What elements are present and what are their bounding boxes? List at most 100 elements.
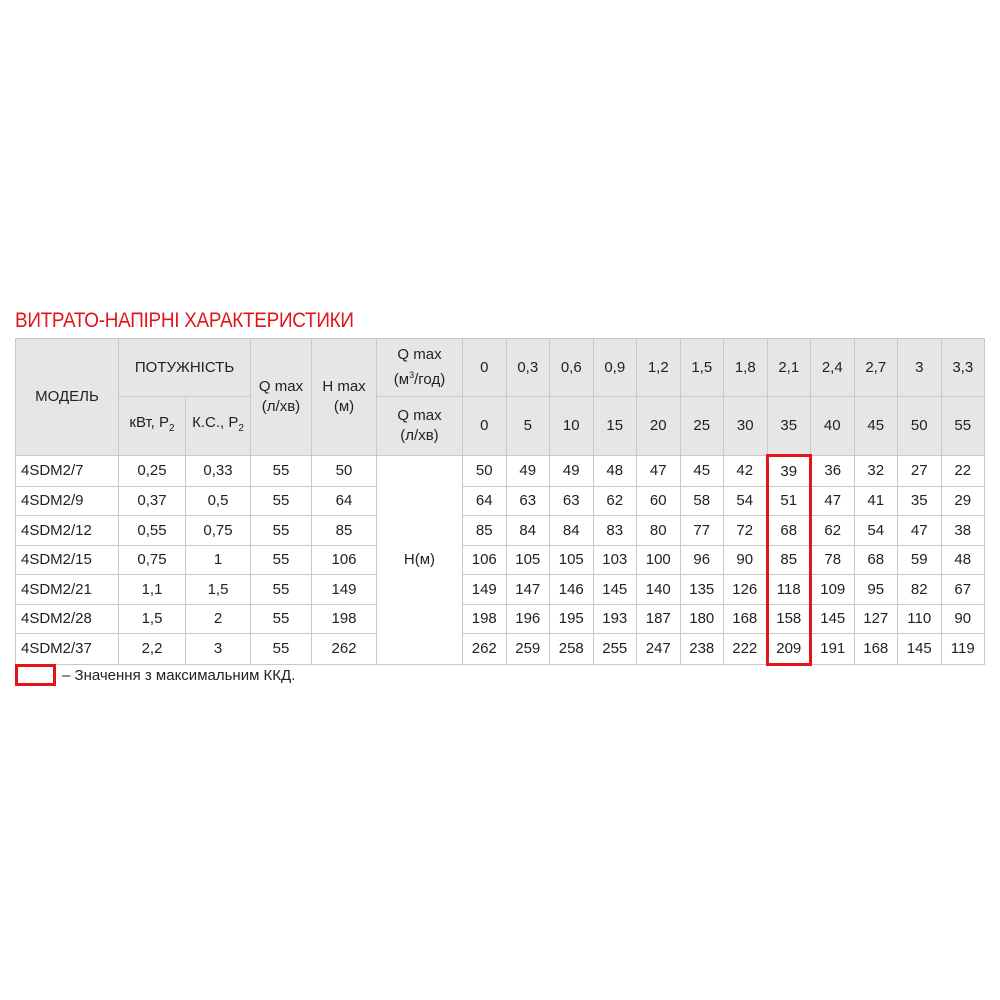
table-row: 4SDM2/9 0,37 0,5 55 64 64 63 63 62 60 58 54 51 47 41 35… (15, 485, 985, 516)
flow-lmin-cell: 20 (636, 396, 681, 456)
qmax-cell: 55 (250, 603, 312, 634)
head-value-cell: 118 (765, 574, 812, 605)
header-power: ПОТУЖНІСТЬ (118, 338, 251, 397)
hmax-cell: 106 (311, 544, 377, 575)
head-value-cell: 149 (462, 574, 507, 605)
flow-m3h-cell: 1,5 (679, 338, 724, 397)
flow-lmin-cell: 5 (505, 396, 550, 456)
flow-lmin-cell: 40 (810, 396, 855, 456)
qmax-cell: 55 (250, 544, 312, 575)
head-value-cell: 247 (636, 633, 681, 665)
head-value-cell: 83 (592, 515, 637, 546)
flow-lmin-cell: 50 (897, 396, 942, 456)
header-row-lmin: кВт, P2 К.С., P2 Q max (л/хв) 0 5 10 15 20 25 3… (16, 396, 985, 456)
head-value-cell: 258 (549, 633, 594, 665)
table-row: 4SDM2/12 0,55 0,75 55 85 85 84 84 83 80 77 72 68 62 54… (15, 515, 985, 546)
model-cell: 4SDM2/12 (15, 515, 119, 546)
hmax-cell: 262 (311, 633, 377, 665)
head-value-cell: 105 (549, 544, 594, 575)
head-value-cell: 29 (940, 485, 985, 516)
flow-m3h-cell: 0 (462, 338, 507, 397)
kw-cell: 1,5 (118, 603, 186, 634)
head-value-cell: 68 (853, 544, 898, 575)
head-value-cell: 90 (940, 603, 985, 634)
head-value-cell: 68 (765, 515, 812, 546)
q-m3h-unit: (м (393, 371, 410, 388)
flow-m3h-cell: 2,1 (766, 338, 811, 397)
hmax-cell: 149 (311, 574, 377, 605)
header-hmax: H max (м) (311, 338, 377, 456)
flow-lmin-cell: 15 (592, 396, 637, 456)
head-value-cell: 47 (810, 485, 855, 516)
head-value-cell: 238 (679, 633, 724, 665)
head-value-cell: 38 (940, 515, 985, 546)
head-value-cell: 193 (592, 603, 637, 634)
head-value-cell: 47 (636, 455, 681, 487)
hp-label: К.С., P (192, 414, 239, 431)
header-kw: кВт, P2 (118, 396, 186, 456)
head-value-cell: 158 (765, 603, 812, 634)
header-row-m3h: МОДЕЛЬ ПОТУЖНІСТЬ Q max (л/хв) H max (м) Q… (15, 338, 985, 456)
header-q-m3h: Q max (м3/год) (376, 338, 463, 397)
head-value-cell: 187 (636, 603, 681, 634)
head-value-cell: 96 (679, 544, 724, 575)
head-value-cell: 180 (679, 603, 724, 634)
head-value-cell: 45 (679, 455, 724, 487)
kw-cell: 0,55 (118, 515, 186, 546)
q-lmin-unit: (л/хв) (400, 427, 439, 444)
hp-cell: 3 (185, 633, 251, 665)
legend: – Значення з максимальним ККД. (15, 664, 295, 686)
table-row: 4SDM2/15 0,75 1 55 106 106 105 105 103 100 96 90 85 7… (15, 544, 985, 575)
head-value-cell: 255 (592, 633, 637, 665)
head-value-cell: 59 (897, 544, 942, 575)
head-value-cell: 36 (810, 455, 855, 487)
head-value-cell: 85 (765, 544, 812, 575)
flow-m3h-cell: 0,3 (505, 338, 550, 397)
model-cell: 4SDM2/28 (15, 603, 119, 634)
head-value-cell: 63 (505, 485, 550, 516)
head-value-cell: 119 (940, 633, 985, 665)
flow-m3h-cell: 0,6 (549, 338, 594, 397)
flow-lmin-cell: 0 (462, 396, 507, 456)
kw-cell: 1,1 (118, 574, 186, 605)
table-title: ВИТРАТО-НАПІРНІ ХАРАКТЕРИСТИКИ (15, 309, 354, 332)
table-row: 4SDM2/28 1,5 2 55 198 198 196 195 193 187 180 168 15… (15, 603, 985, 634)
head-value-cell: 78 (810, 544, 855, 575)
head-value-cell: 135 (679, 574, 724, 605)
head-value-cell: 49 (505, 455, 550, 487)
head-value-cell: 110 (897, 603, 942, 634)
head-value-cell: 27 (897, 455, 942, 487)
q-m3h-unit-post: /год) (414, 371, 446, 388)
head-value-cell: 222 (723, 633, 768, 665)
table-row: 4SDM2/7 0,25 0,33 55 50 H(м) 50 49 49 48 47 45 42 39 3… (15, 454, 985, 665)
head-value-cell: 109 (810, 574, 855, 605)
qmax-cell: 55 (250, 633, 312, 665)
flow-m3h-cell: 1,2 (636, 338, 681, 397)
hmax-cell: 64 (311, 485, 377, 516)
head-value-cell: 54 (853, 515, 898, 546)
head-value-cell: 58 (679, 485, 724, 516)
qmax-unit: (л/хв) (261, 398, 301, 415)
qmax-label: Q max (258, 378, 304, 395)
head-value-cell: 126 (723, 574, 768, 605)
head-value-cell: 32 (853, 455, 898, 487)
head-value-cell: 35 (897, 485, 942, 516)
performance-table: МОДЕЛЬ ПОТУЖНІСТЬ Q max (л/хв) H max (м) Q… (15, 338, 985, 666)
head-value-cell: 77 (679, 515, 724, 546)
head-value-cell: 47 (897, 515, 942, 546)
flow-lmin-cell: 55 (940, 396, 985, 456)
header-hp: К.С., P2 (185, 396, 251, 456)
head-value-cell: 106 (462, 544, 507, 575)
q-lmin-label: Q max (397, 407, 442, 424)
hmax-unit: (м) (333, 398, 355, 415)
head-value-cell: 62 (592, 485, 637, 516)
head-value-cell: 84 (505, 515, 550, 546)
hp-sub: 2 (238, 423, 244, 434)
head-value-cell: 168 (723, 603, 768, 634)
model-cell: 4SDM2/15 (15, 544, 119, 575)
head-value-cell: 80 (636, 515, 681, 546)
head-value-cell: 145 (810, 603, 855, 634)
flow-lmin-cell: 45 (853, 396, 898, 456)
kw-cell: 0,75 (118, 544, 186, 575)
model-cell: 4SDM2/37 (15, 633, 119, 665)
